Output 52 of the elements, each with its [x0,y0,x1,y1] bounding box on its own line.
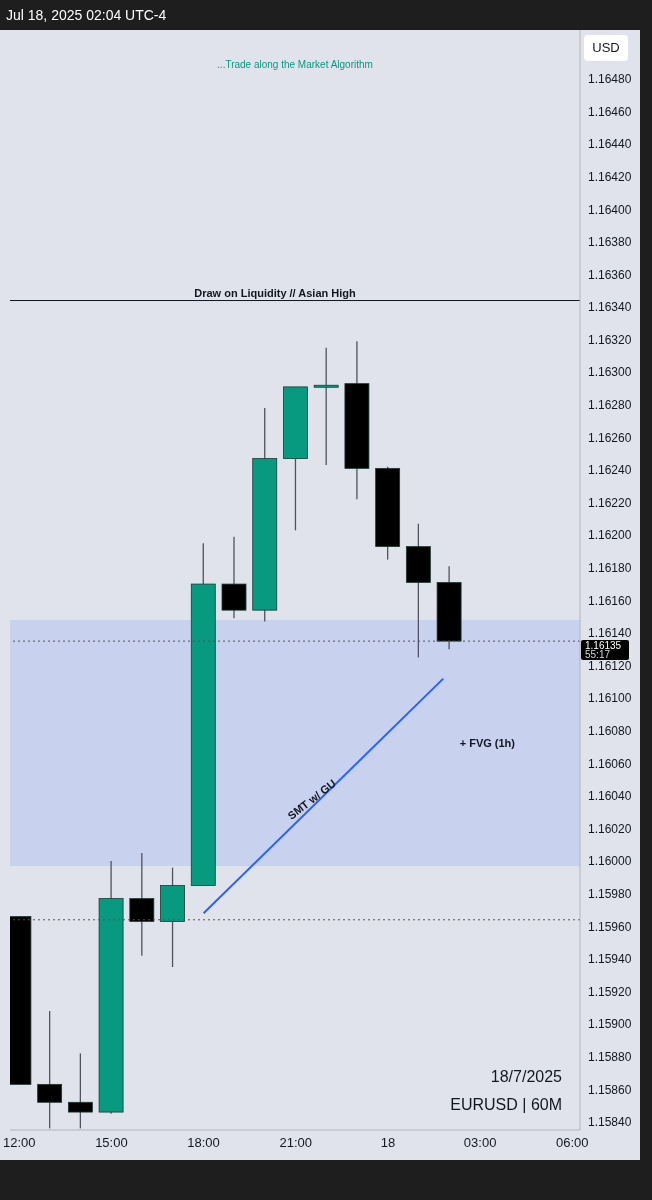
y-tick-label: 1.15860 [588,1082,632,1097]
y-tick-label: 1.16360 [588,267,632,282]
band-label: + FVG (1h) [459,736,516,749]
y-tick-label: 1.16040 [588,789,632,804]
y-tick-label: 1.15840 [588,1115,632,1130]
y-tick-label: 1.16380 [588,235,632,250]
y-tick-label: 1.16280 [588,398,632,413]
text: Jul 18, 2025 02:04 UTC-4 [5,6,168,25]
x-tick-label: 06:00 [556,1135,589,1151]
candlestick [313,347,339,466]
y-tick-label: 1.15940 [588,952,632,967]
y-tick-label: 1.16400 [588,202,632,217]
y-tick-label: 1.16320 [588,332,632,347]
annotation: 18/7/2025 [490,1068,562,1086]
y-tick-label: 1.16220 [588,495,632,510]
y-tick-label: 1.16460 [588,104,632,119]
x-tick-label: 15:00 [95,1135,128,1151]
y-tick-label: 1.16200 [588,528,632,543]
y-tick-label: 1.16020 [588,821,632,836]
y-tick-label: 1.15900 [588,1017,632,1032]
y-tick-label: 1.16420 [588,169,632,184]
y-tick-label: 1.16060 [588,756,632,771]
y-tick-label: 1.16000 [588,854,632,869]
y-tick-label: 1.16080 [588,724,632,738]
x-tick-label: 12:00 [2,1135,36,1151]
y-tick-label: 1.16260 [588,430,632,445]
y-tick-label: 1.16100 [588,691,632,706]
y-tick-label: 1.16300 [588,365,632,380]
y-tick-label: 1.16140 [588,626,632,641]
y-tick-label: 1.15960 [588,919,632,934]
y-tick-label: 1.16240 [588,463,632,478]
y-tick-label: 1.15920 [588,984,632,999]
y-tick-label: 1.15980 [588,886,632,901]
y-tick-label: 1.16160 [588,593,632,608]
candlestick [67,1052,93,1130]
currency-button: USD [584,35,628,61]
x-tick-label: 03:00 [463,1135,497,1151]
text: ...Trade along the Market Algorithm [217,59,373,70]
y-tick-label: 1.15880 [588,1049,632,1064]
y-tick-label: 1.16340 [588,300,632,315]
y-tick-label: 1.16480 [588,72,632,87]
candlestick [37,1010,63,1130]
ref-line-label: Draw on Liquidity // Asian High [194,287,357,300]
ref-line-label: 1.16135 [585,640,622,652]
y-tick-label: 1.16120 [588,658,632,673]
y-tick-label: 1.16440 [588,137,632,152]
x-tick-label: 18:00 [187,1135,220,1151]
x-tick-label: 21:00 [279,1135,313,1151]
x-tick-label: 18 [380,1135,396,1151]
text: 55:17 [585,649,611,661]
y-tick-label: 1.16180 [588,561,632,576]
annotation: EURUSD | 60M [450,1096,562,1114]
